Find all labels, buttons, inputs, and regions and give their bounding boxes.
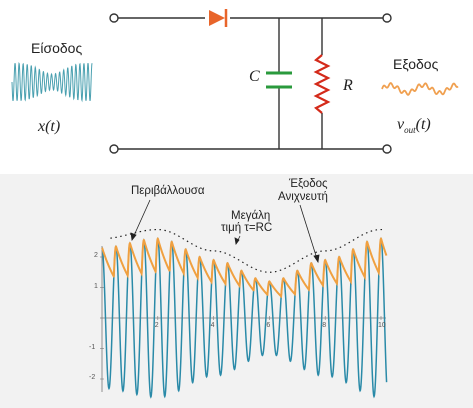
output-signal-arg: (t) (415, 116, 431, 133)
input-label: Είσοδος (31, 40, 83, 56)
resistor-label: R (343, 77, 353, 94)
circuit (117, 17, 384, 150)
input-waveform (11, 62, 93, 103)
arrow-output (299, 204, 319, 263)
annotation-rc: τιμή τ=RC (221, 222, 273, 234)
diode-icon (209, 9, 228, 27)
input-signal-label: x(t) (38, 118, 61, 135)
arrow-envelope (131, 199, 151, 241)
annotation-envelope: Περιβάλλουσα (131, 185, 205, 197)
annotation-arrows (130, 199, 320, 264)
plot-background (0, 174, 473, 408)
resistor-icon (313, 54, 331, 114)
output-waveform (381, 82, 459, 96)
detector-output-series-line (101, 237, 388, 299)
output-signal-base: v (397, 116, 405, 133)
output-signal-label: vout(t) (397, 116, 431, 135)
x-tick-label: 8 (322, 322, 327, 329)
terminal-input-bottom (109, 144, 119, 154)
y-tick-label: -2 (89, 374, 96, 381)
capacitor-icon (266, 71, 292, 89)
terminal-input-top (109, 13, 119, 23)
annotation-detector: Ανιχνευτή (278, 191, 328, 203)
annotation-output-title: Έξοδος (289, 178, 328, 190)
capacitor-label: C (249, 68, 260, 85)
terminal-output-top (382, 13, 392, 23)
x-tick-label: 6 (266, 322, 271, 329)
y-tick-label: 2 (94, 252, 98, 259)
output-label: Εξοδος (393, 56, 439, 72)
terminal-output-bottom (382, 144, 392, 154)
output-signal-sub: out (404, 125, 416, 136)
y-tick-label: -1 (89, 343, 96, 351)
tick-marks (100, 256, 382, 380)
x-tick-label: 10 (378, 322, 386, 329)
envelope-series-line (110, 228, 384, 273)
annotation-large-value: Μεγάλη (231, 210, 271, 222)
y-tick-label: 1 (94, 282, 98, 290)
x-tick-label: 2 (154, 322, 159, 329)
x-tick-label: 4 (210, 322, 215, 329)
terminals (109, 13, 392, 154)
